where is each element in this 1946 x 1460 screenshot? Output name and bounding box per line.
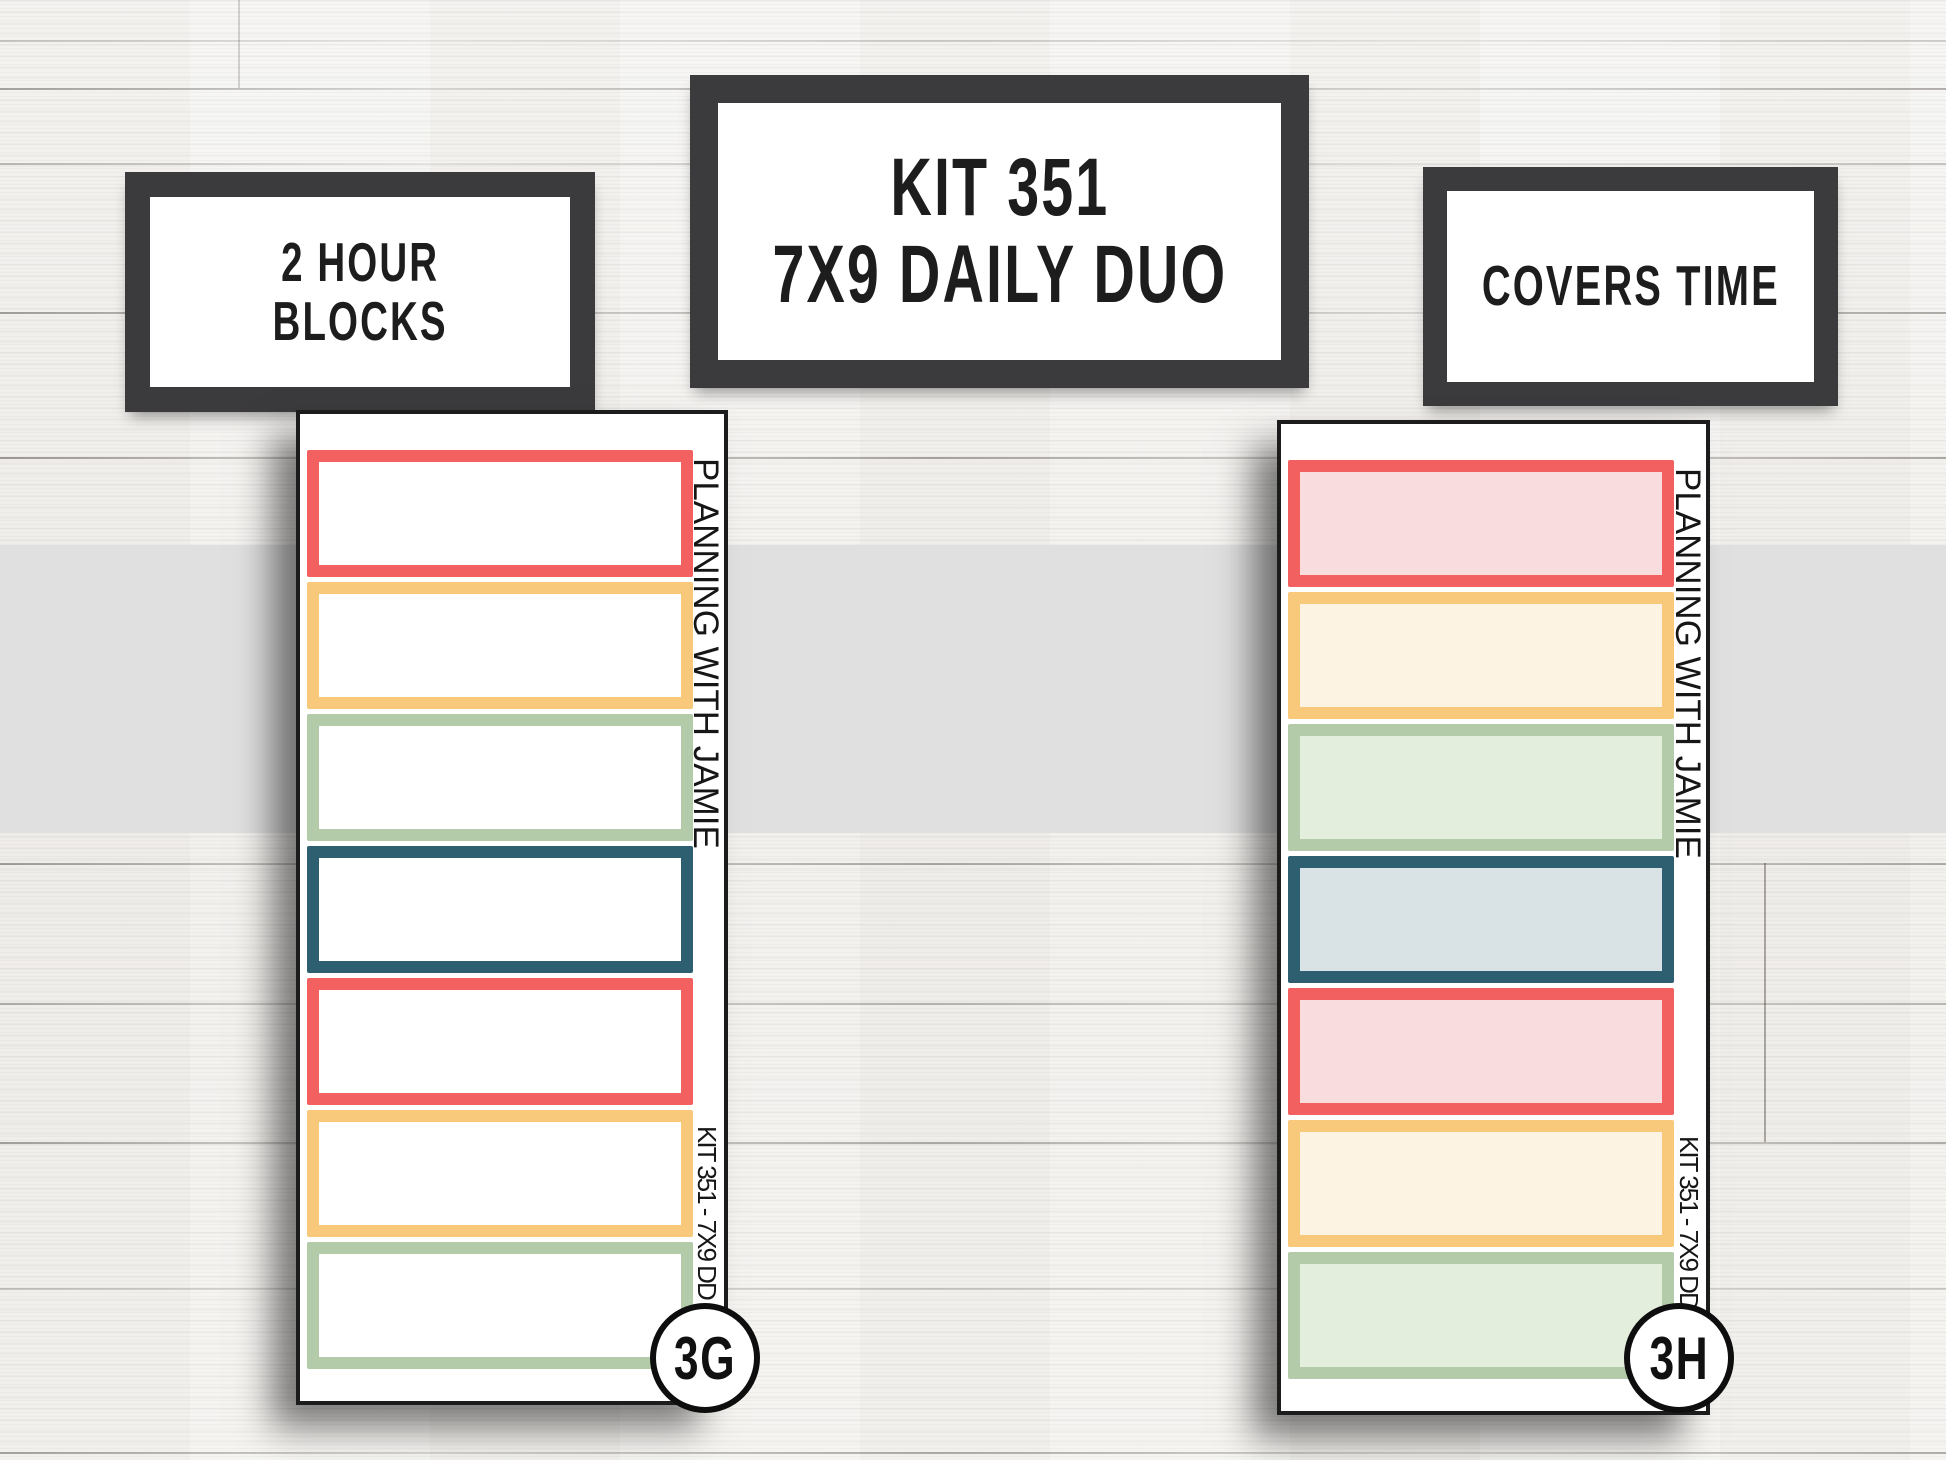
sticker-box (1288, 592, 1674, 719)
banner-line: 2 HOUR (280, 231, 440, 294)
badge-label: 3G (673, 1324, 737, 1392)
badge-label: 3H (1649, 1324, 1709, 1392)
sticker-box (307, 714, 693, 841)
plank-line (0, 1288, 1946, 1290)
sheet-badge: 3H (1624, 1303, 1734, 1413)
sticker-box (307, 1110, 693, 1237)
brand-vertical-text: PLANNING WITH JAMIE (686, 458, 725, 849)
sticker-box (1288, 724, 1674, 851)
plank-line (0, 1452, 1946, 1454)
sticker-box (1288, 460, 1674, 587)
banner-2-hour-blocks: 2 HOUR BLOCKS (125, 172, 595, 412)
sticker-sheet-right: PLANNING WITH JAMIE KIT 351 - 7X9 DD 3H (1277, 420, 1734, 1415)
banner-line: KIT 351 (890, 142, 1109, 234)
sticker-box (1288, 1252, 1674, 1379)
brand-vertical-text: PLANNING WITH JAMIE (1668, 468, 1707, 859)
plank-line (0, 1003, 1946, 1005)
sheet-badge: 3G (650, 1303, 760, 1413)
sticker-box (1288, 856, 1674, 983)
plank-seam (238, 0, 240, 88)
plank-line (0, 863, 1946, 865)
sticker-box (1288, 988, 1674, 1115)
plank-seam (1764, 863, 1766, 1142)
banner-line: 7X9 DAILY DUO (772, 228, 1227, 320)
sticker-box (307, 846, 693, 973)
sticker-box (307, 450, 693, 577)
plank-line (0, 457, 1946, 459)
plank-line (0, 40, 1946, 42)
sticker-box (307, 978, 693, 1105)
sticker-box (307, 582, 693, 709)
sticker-sheet-left: PLANNING WITH JAMIE KIT 351 - 7X9 DD 3G (296, 410, 760, 1413)
banner-covers-time: COVERS TIME (1423, 167, 1838, 406)
banner-line: BLOCKS (272, 290, 448, 352)
kit-vertical-text: KIT 351 - 7X9 DD (1674, 1136, 1704, 1309)
kit-vertical-text: KIT 351 - 7X9 DD (692, 1126, 722, 1299)
sticker-box (1288, 1120, 1674, 1247)
plank-line (0, 1142, 1946, 1144)
banner-line: COVERS TIME (1481, 253, 1780, 318)
sticker-box (307, 1242, 693, 1369)
banner-kit-title: KIT 351 7X9 DAILY DUO (690, 75, 1309, 388)
